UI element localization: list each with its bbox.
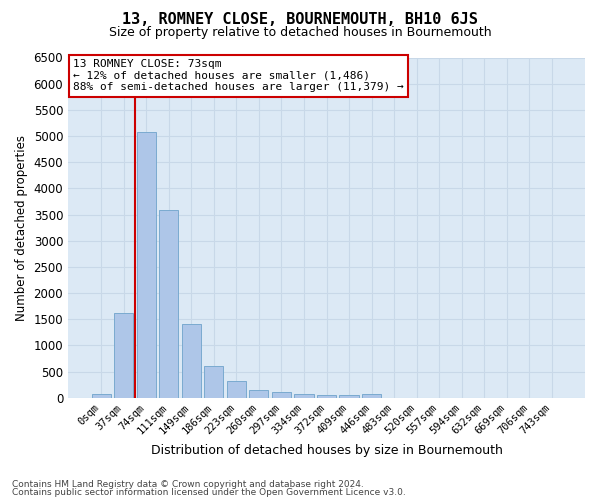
Bar — [182, 324, 201, 398]
Text: 13 ROMNEY CLOSE: 73sqm
← 12% of detached houses are smaller (1,486)
88% of semi-: 13 ROMNEY CLOSE: 73sqm ← 12% of detached… — [73, 59, 404, 92]
Bar — [92, 394, 110, 398]
Bar — [362, 394, 381, 398]
Bar — [227, 382, 246, 398]
Bar — [272, 392, 291, 398]
Bar — [250, 390, 268, 398]
Bar — [114, 313, 133, 398]
Text: Size of property relative to detached houses in Bournemouth: Size of property relative to detached ho… — [109, 26, 491, 39]
Y-axis label: Number of detached properties: Number of detached properties — [15, 134, 28, 320]
Bar — [295, 394, 314, 398]
Bar — [159, 210, 178, 398]
Text: Contains public sector information licensed under the Open Government Licence v3: Contains public sector information licen… — [12, 488, 406, 497]
X-axis label: Distribution of detached houses by size in Bournemouth: Distribution of detached houses by size … — [151, 444, 502, 458]
Bar — [317, 395, 336, 398]
Bar — [340, 395, 359, 398]
Bar — [137, 132, 156, 398]
Text: Contains HM Land Registry data © Crown copyright and database right 2024.: Contains HM Land Registry data © Crown c… — [12, 480, 364, 489]
Bar — [204, 366, 223, 398]
Text: 13, ROMNEY CLOSE, BOURNEMOUTH, BH10 6JS: 13, ROMNEY CLOSE, BOURNEMOUTH, BH10 6JS — [122, 12, 478, 27]
